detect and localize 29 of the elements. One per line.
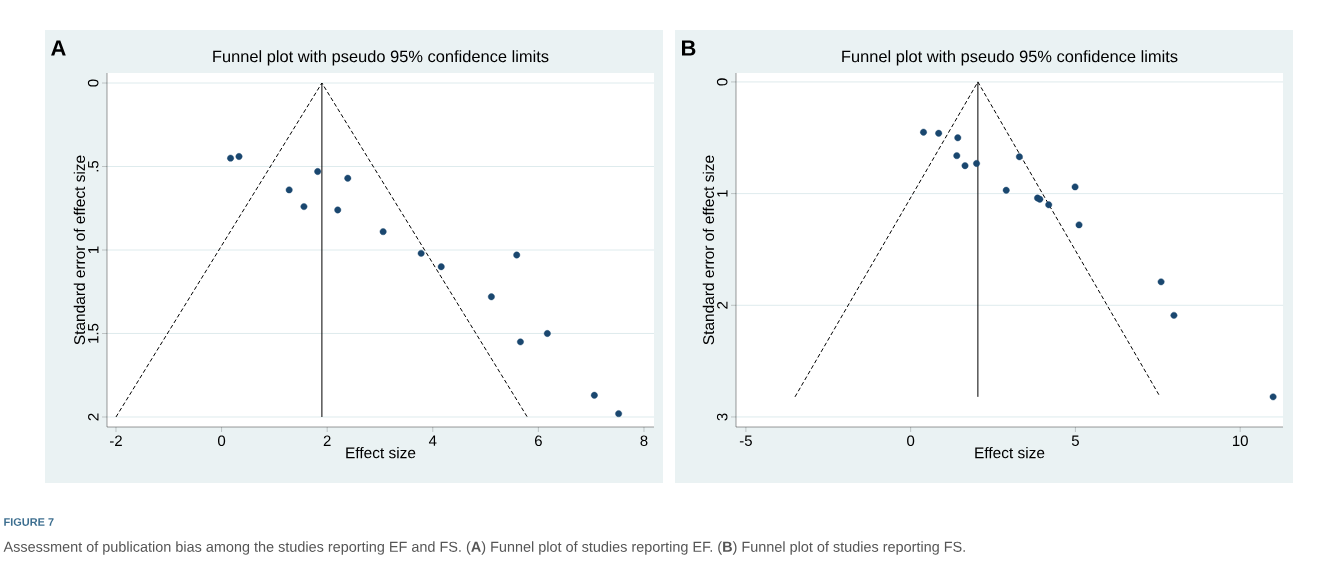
caption: FIGURE 7 [4, 518, 54, 526]
x-tick-label: 8 [640, 435, 648, 447]
y-tick-label: 0 [87, 79, 99, 87]
x-tick-label: 0 [218, 435, 226, 447]
text: B [682, 40, 696, 56]
y-tick-label: 0 [716, 78, 728, 86]
x-tick-label: 0 [907, 435, 915, 447]
x-tick-label: -2 [109, 435, 122, 446]
x-tick-label: 6 [534, 435, 542, 447]
y-axis-title: Standard error of effect size [73, 155, 86, 345]
y-tick-label: 1 [88, 246, 99, 254]
y-tick-label: 2 [717, 301, 728, 309]
y-tick-label: 1.5 [88, 323, 99, 343]
x-axis-title: Effect size [346, 446, 416, 459]
x-tick-label: 2 [323, 435, 331, 446]
x-axis-title: Effect size [975, 446, 1045, 459]
chart-title: Funnel plot with pseudo 95% confidence limits [213, 50, 549, 66]
x-tick-label: 5 [1071, 435, 1079, 446]
text: A [51, 40, 66, 56]
text: Assessment of publication bias among the studies reporting EF and FS. (A) Funnel plot of studies reporting EF. (B) Funnel plot of studies reporting FS. [3, 541, 965, 555]
y-tick-label: 1 [717, 190, 728, 197]
y-tick-label: 2 [88, 413, 99, 421]
y-tick-label: 3 [716, 413, 728, 421]
x-tick-label: -5 [739, 435, 752, 446]
y-axis-title: Standard error of effect size [702, 155, 715, 345]
x-tick-label: 4 [428, 435, 437, 446]
y-tick-label: .5 [88, 160, 99, 172]
chart-title: Funnel plot with pseudo 95% confidence limits [842, 50, 1178, 66]
x-tick-label: 10 [1233, 435, 1248, 447]
